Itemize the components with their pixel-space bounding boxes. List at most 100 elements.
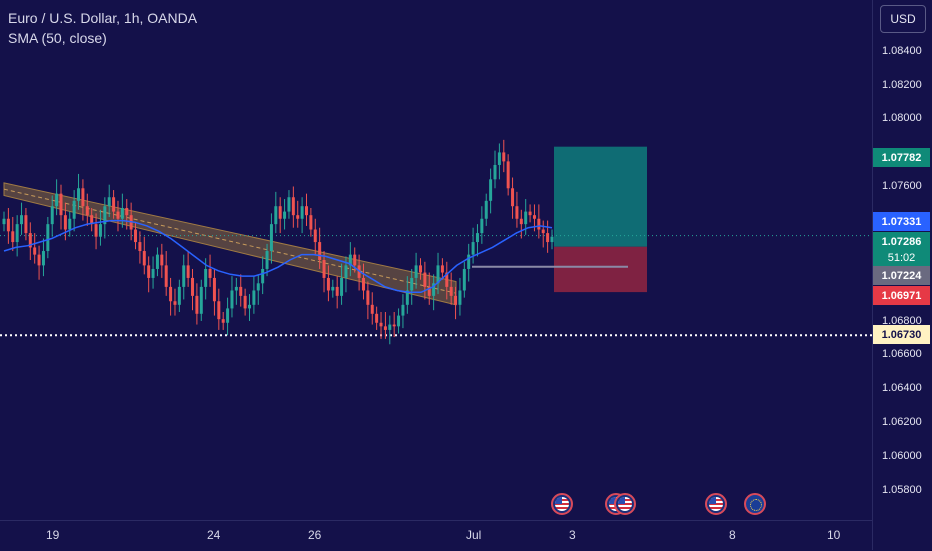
price-tick: 1.05800: [882, 484, 922, 496]
candle-body: [392, 324, 396, 327]
candle-body: [335, 286, 339, 296]
candle-body: [497, 152, 501, 165]
candle-body: [467, 254, 471, 269]
time-label: Jul: [466, 528, 482, 542]
candle-body: [265, 251, 269, 269]
currency-button[interactable]: USD: [880, 5, 926, 33]
candle-body: [313, 229, 317, 243]
eu-flag-icon[interactable]: [744, 493, 766, 515]
candle-body: [445, 272, 449, 287]
candle-body: [300, 206, 304, 219]
target-price-badge: 1.07782: [873, 148, 930, 167]
candle-body: [269, 224, 273, 252]
candle-body: [155, 254, 159, 269]
candle-body: [20, 215, 24, 225]
candle-body: [107, 197, 111, 207]
candle-body: [221, 319, 225, 323]
candle-body: [440, 265, 444, 273]
candle-body: [204, 268, 208, 287]
price-chart[interactable]: [0, 0, 872, 520]
time-label: 3: [569, 528, 576, 542]
candle-body: [511, 188, 515, 207]
price-tick: 1.07600: [882, 180, 922, 192]
price-tick: 1.06000: [882, 450, 922, 462]
candle-body: [191, 277, 195, 296]
candle-body: [6, 218, 10, 232]
chart-legend: Euro / U.S. Dollar, 1h, OANDA SMA (50, c…: [8, 8, 197, 48]
price-tick: 1.06400: [882, 382, 922, 394]
candle-body: [24, 215, 28, 234]
candle-body: [46, 224, 50, 252]
candle-body: [418, 265, 422, 273]
candle-body: [436, 265, 440, 284]
candle-body: [169, 286, 173, 302]
candle-body: [462, 268, 466, 291]
candle-body: [296, 215, 300, 219]
candle-body: [515, 206, 519, 219]
candle-body: [234, 286, 238, 291]
price-tick: 1.06600: [882, 348, 922, 360]
candle-body: [2, 218, 6, 225]
us-flag-icon[interactable]: [551, 493, 573, 515]
time-axis[interactable]: [0, 520, 872, 551]
candle-body: [59, 193, 63, 216]
indicator-title[interactable]: SMA (50, close): [8, 30, 107, 46]
us-flag-icon[interactable]: [705, 493, 727, 515]
candle-body: [28, 233, 32, 248]
candle-body: [11, 231, 15, 243]
time-label: 19: [46, 528, 60, 542]
candle-body: [138, 242, 142, 252]
candle-body: [98, 224, 102, 237]
candle-body: [331, 286, 335, 291]
candle-body: [541, 229, 545, 234]
candle-body: [15, 224, 19, 243]
candle-body: [326, 277, 330, 291]
candle-body: [532, 215, 536, 219]
candle-body: [432, 283, 436, 296]
candle-body: [212, 277, 216, 302]
candle-body: [484, 200, 488, 219]
candle-body: [199, 286, 203, 314]
candle-body: [278, 206, 282, 219]
support-price-badge: 1.06730: [873, 325, 930, 344]
time-label: 8: [729, 528, 736, 542]
time-label: 26: [308, 528, 322, 542]
stop-zone: [554, 246, 647, 293]
symbol-title[interactable]: Euro / U.S. Dollar, 1h, OANDA: [8, 10, 198, 26]
candle-countdown: 51:02: [873, 248, 930, 267]
candle-body: [471, 242, 475, 255]
candle-body: [116, 211, 120, 219]
candle-body: [182, 265, 186, 287]
candle-body: [318, 242, 322, 260]
sma-line: [3, 219, 553, 294]
target-zone: [554, 146, 647, 247]
candle-body: [405, 290, 409, 305]
candle-body: [537, 218, 541, 230]
candle-body: [361, 277, 365, 291]
sma-price-badge: 1.07331: [873, 212, 930, 231]
candle-body: [186, 265, 190, 278]
candle-body: [261, 268, 265, 284]
candle-body: [239, 286, 243, 296]
candle-body: [423, 272, 427, 287]
candle-body: [340, 277, 344, 296]
entry-price-badge: 1.07224: [873, 266, 930, 285]
candle-body: [458, 290, 462, 305]
stop-price-badge: 1.06971: [873, 286, 930, 305]
candle-body: [475, 233, 479, 243]
us-flag-icon[interactable]: [614, 493, 636, 515]
candle-body: [379, 322, 383, 327]
candle-body: [348, 254, 352, 266]
candle-body: [33, 247, 37, 255]
chart-plot-area[interactable]: Euro / U.S. Dollar, 1h, OANDA SMA (50, c…: [0, 0, 872, 520]
candle-body: [449, 286, 453, 296]
candle-body: [85, 206, 89, 216]
candle-body: [160, 254, 164, 266]
candle-body: [94, 224, 98, 237]
candle-body: [375, 313, 379, 323]
candle-body: [77, 188, 81, 201]
candle-body: [414, 265, 418, 278]
candle-body: [353, 254, 357, 266]
candle-body: [81, 188, 85, 207]
